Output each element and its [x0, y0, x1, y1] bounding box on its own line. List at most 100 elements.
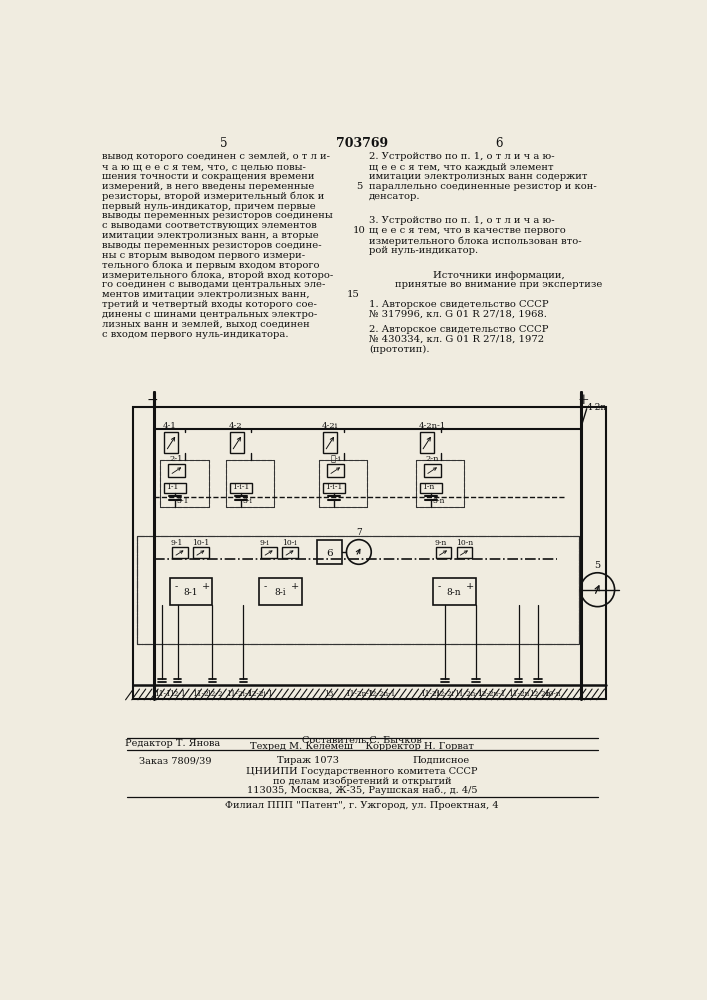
Bar [416, 460, 464, 507]
Text: го соединен с выводами центральных эле-: го соединен с выводами центральных эле- [103, 280, 326, 289]
Text: 8-n: 8-n [447, 588, 462, 597]
Text: 9-i: 9-i [259, 539, 269, 547]
Bar [226, 460, 274, 507]
Text: имитации электролизных ванн содержит: имитации электролизных ванн содержит [369, 172, 588, 181]
Text: третий и четвертый входы которого сое-: третий и четвертый входы которого сое- [103, 300, 317, 309]
Text: 12-2i: 12-2i [436, 690, 455, 698]
Text: 3-i: 3-i [243, 497, 252, 505]
Text: с входом первого нуль-индикатора.: с входом первого нуль-индикатора. [103, 330, 289, 339]
Text: ментов имитации электролизных ванн,: ментов имитации электролизных ванн, [103, 290, 310, 299]
Text: +: + [202, 582, 210, 591]
Text: 2. Авторское свидетельство СССР: 2. Авторское свидетельство СССР [369, 325, 549, 334]
Text: 4-1: 4-1 [163, 422, 177, 430]
Text: 11-2i: 11-2i [420, 690, 439, 698]
Text: Тираж 1073: Тираж 1073 [276, 756, 339, 765]
Text: 13: 13 [324, 690, 333, 698]
Text: 8-1: 8-1 [183, 588, 198, 597]
Text: 15: 15 [347, 290, 360, 299]
Bar [160, 460, 209, 507]
Text: ЦНИИПИ Государственного комитета СССР: ЦНИИПИ Государственного комитета СССР [246, 767, 478, 776]
Text: +: + [291, 582, 300, 591]
Text: 3-1: 3-1 [177, 497, 189, 505]
Text: 8-i: 8-i [274, 588, 286, 597]
Text: Источники информации,: Источники информации, [433, 271, 565, 280]
Text: имитации электролизных ванн, а вторые: имитации электролизных ванн, а вторые [103, 231, 319, 240]
Text: резисторы, второй измерительный блок и: резисторы, второй измерительный блок и [103, 192, 325, 201]
Text: 10-i: 10-i [283, 539, 297, 547]
Text: 1-i-1: 1-i-1 [325, 483, 342, 491]
Text: 11-2n: 11-2n [508, 690, 529, 698]
Text: 4-2i: 4-2i [322, 422, 338, 430]
Bar [170, 578, 212, 605]
Text: динены с шинами центральных электро-: динены с шинами центральных электро- [103, 310, 317, 319]
Text: первый нуль-индикатор, причем первые: первый нуль-индикатор, причем первые [103, 202, 316, 211]
Text: 11-2: 11-2 [192, 690, 209, 698]
Text: 2. Устройство по п. 1, о т л и ч а ю-: 2. Устройство по п. 1, о т л и ч а ю- [369, 152, 554, 161]
Bar [137, 536, 579, 644]
Text: 12-2n-1: 12-2n-1 [367, 690, 395, 698]
Text: Подписное: Подписное [412, 756, 469, 765]
Bar [323, 432, 337, 453]
Text: ны с вторым выводом первого измери-: ны с вторым выводом первого измери- [103, 251, 305, 260]
Text: 9-1: 9-1 [170, 539, 183, 547]
Text: Техред М. Келемеш    Корректор Н. Горват: Техред М. Келемеш Корректор Н. Горват [250, 742, 474, 751]
Text: 10-n: 10-n [544, 690, 560, 698]
Bar [420, 483, 442, 493]
Text: с выводами соответствующих элементов: с выводами соответствующих элементов [103, 221, 317, 230]
Text: 10-1: 10-1 [192, 539, 209, 547]
Text: 1. Авторское свидетельство СССР: 1. Авторское свидетельство СССР [369, 300, 549, 309]
Text: 11-2n-1: 11-2n-1 [454, 690, 482, 698]
Text: 2-n: 2-n [426, 455, 439, 463]
Text: 703769: 703769 [336, 137, 388, 150]
Text: (прототип).: (прототип). [369, 345, 429, 354]
Text: ℓ-i: ℓ-i [330, 455, 341, 463]
Bar [230, 432, 244, 453]
Bar [282, 547, 298, 558]
Text: измерительного блока использован вто-: измерительного блока использован вто- [369, 236, 582, 246]
Bar [320, 460, 368, 507]
Bar [259, 578, 301, 605]
Text: 4-2: 4-2 [228, 422, 243, 430]
Text: 4-2n: 4-2n [587, 403, 607, 412]
Bar [457, 547, 472, 558]
Text: выводы переменных резисторов соединены: выводы переменных резисторов соединены [103, 211, 333, 220]
Text: -: - [264, 582, 267, 591]
Text: -: - [438, 582, 441, 591]
Text: № 317996, кл. G 01 R 27/18, 1968.: № 317996, кл. G 01 R 27/18, 1968. [369, 310, 547, 319]
Bar [416, 460, 464, 507]
Text: шения точности и сокращения времени: шения точности и сокращения времени [103, 172, 315, 181]
Bar [436, 547, 451, 558]
Text: 5: 5 [595, 561, 601, 570]
Text: денсатор.: денсатор. [369, 192, 421, 201]
Text: лизных ванн и землей, выход соединен: лизных ванн и землей, выход соединен [103, 320, 310, 329]
Text: Филиал ППП "Патент", г. Ужгород, ул. Проектная, 4: Филиал ППП "Патент", г. Ужгород, ул. Про… [225, 801, 498, 810]
Text: измерений, в него введены переменные: измерений, в него введены переменные [103, 182, 315, 191]
Text: +: + [465, 582, 474, 591]
Text: измерительного блока, второй вход которо-: измерительного блока, второй вход которо… [103, 271, 334, 280]
Text: Редактор Т. Янова: Редактор Т. Янова [124, 739, 220, 748]
Text: Заказ 7809/39: Заказ 7809/39 [139, 756, 211, 765]
Text: 12-2n: 12-2n [529, 690, 550, 698]
Bar [327, 464, 344, 477]
Bar [261, 547, 276, 558]
Bar [137, 536, 579, 644]
Text: Составитель С. Бычков: Составитель С. Бычков [302, 736, 422, 745]
Text: 1-i-1: 1-i-1 [232, 483, 249, 491]
Text: щ е е с я тем, что каждый элемент: щ е е с я тем, что каждый элемент [369, 162, 554, 171]
Text: 12-1: 12-1 [169, 690, 186, 698]
Bar [134, 407, 606, 699]
Bar [320, 460, 368, 507]
Text: 10: 10 [354, 226, 366, 235]
Text: 5: 5 [221, 137, 228, 150]
Bar [323, 483, 345, 493]
Text: по делам изобретений и открытий: по делам изобретений и открытий [273, 776, 451, 786]
Text: 12-2i-1: 12-2i-1 [247, 690, 274, 698]
Bar [193, 547, 209, 558]
Text: щ е е с я тем, что в качестве первого: щ е е с я тем, что в качестве первого [369, 226, 566, 235]
Bar [168, 464, 185, 477]
Text: 4-2n-1: 4-2n-1 [419, 422, 446, 430]
Text: вывод которого соединен с землей, о т л и-: вывод которого соединен с землей, о т л … [103, 152, 330, 161]
Text: 6: 6 [496, 137, 503, 150]
Text: № 430334, кл. G 01 R 27/18, 1972: № 430334, кл. G 01 R 27/18, 1972 [369, 335, 544, 344]
Text: 5: 5 [356, 182, 363, 191]
